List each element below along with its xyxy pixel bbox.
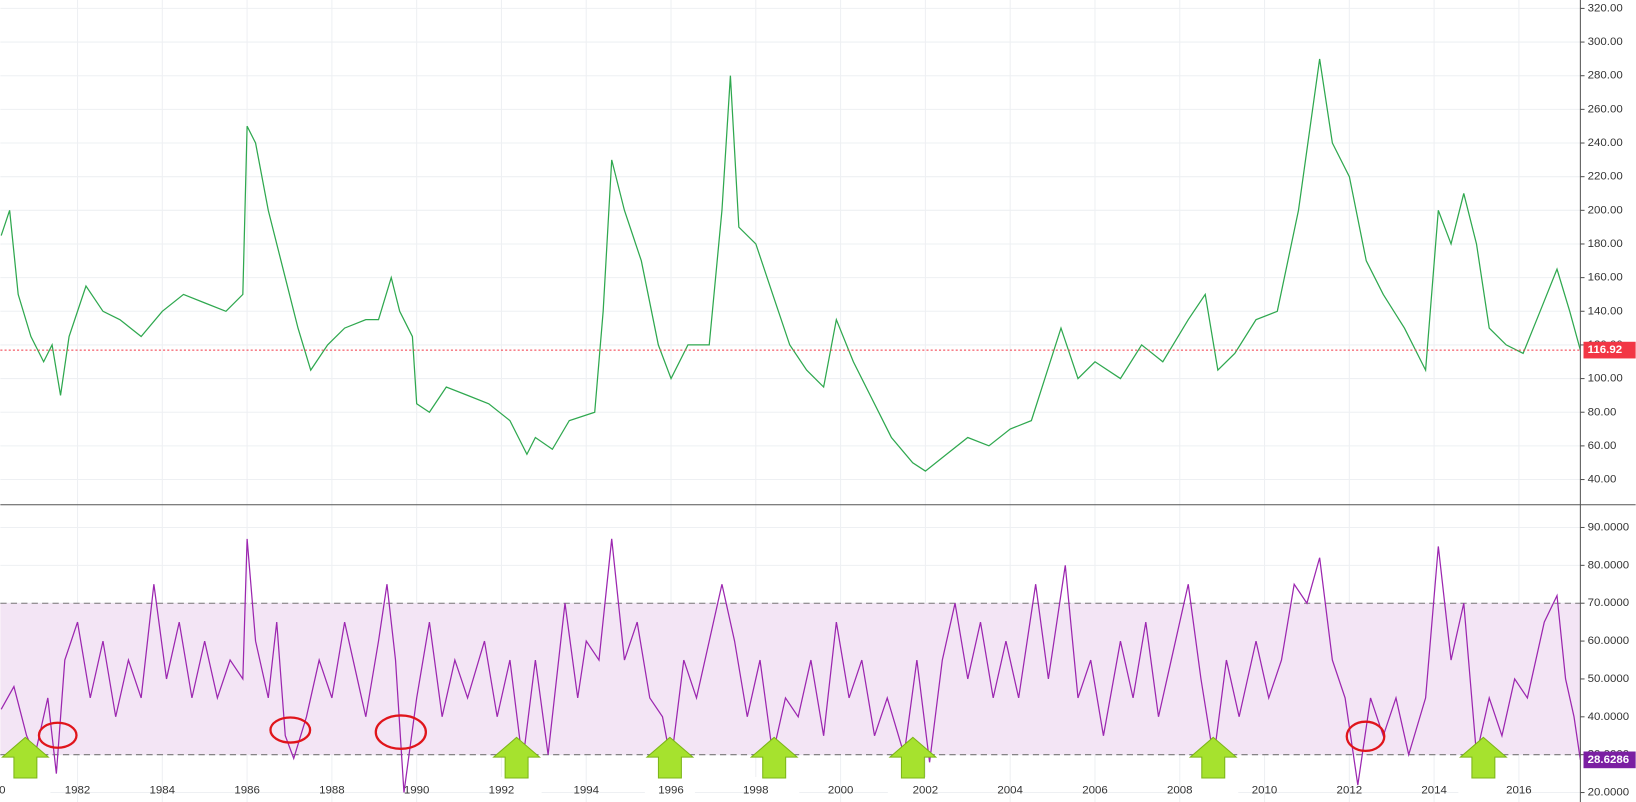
arrow-marker [492, 736, 541, 779]
series-line [0, 538, 1581, 793]
y-tick-label: 20.0000 [1588, 787, 1629, 799]
x-tick-label: 2002 [913, 785, 939, 797]
axis-background [1580, 0, 1636, 802]
last-value-label: 116.92 [1588, 344, 1622, 356]
x-tick-label: 2006 [1082, 785, 1108, 797]
y-tick-label: 50.0000 [1588, 673, 1629, 685]
arrow-marker [1, 736, 50, 779]
x-tick-label: 2016 [1506, 785, 1532, 797]
y-tick-label: 40.0000 [1588, 711, 1629, 723]
y-tick-label: 80.00 [1588, 406, 1617, 418]
y-tick-label: 100.00 [1588, 373, 1623, 385]
circle-marker [374, 714, 428, 750]
y-tick-label: 60.0000 [1588, 635, 1629, 647]
series-line [0, 58, 1581, 472]
last-value-badge [1583, 751, 1636, 769]
circle-marker [37, 721, 78, 749]
x-tick-label: 1988 [319, 785, 345, 797]
arrow-marker [1459, 736, 1508, 779]
y-tick-label: 280.00 [1588, 70, 1623, 82]
x-tick-label: 1986 [234, 785, 260, 797]
y-tick-label: 80.0000 [1588, 559, 1629, 571]
y-tick-label: 140.00 [1588, 305, 1623, 317]
label-mask [644, 776, 695, 802]
arrow-marker [749, 736, 799, 779]
arrow-marker [888, 736, 938, 779]
plot-area [0, 58, 1581, 793]
y-tick-label: 260.00 [1588, 103, 1623, 115]
y-tick-label: 320.00 [1588, 2, 1623, 14]
y-tick-label: 60.00 [1588, 440, 1617, 452]
x-tick-label: 2000 [828, 785, 854, 797]
y-tick-label: 220.00 [1588, 171, 1623, 183]
x-tick-label: 1998 [743, 785, 769, 797]
x-tick-label: 2008 [1167, 785, 1193, 797]
y-tick-label: 180.00 [1588, 238, 1623, 250]
y-tick-label: 70.0000 [1588, 597, 1629, 609]
label-mask [0, 776, 51, 802]
last-value-badge [1583, 341, 1636, 359]
label-mask [887, 776, 938, 802]
x-tick-label: 1984 [150, 785, 176, 797]
rsi-band [0, 603, 1581, 755]
arrow-marker [1188, 736, 1238, 779]
label-mask [1188, 776, 1239, 802]
y-tick-label: 240.00 [1588, 137, 1623, 149]
circle-marker [1345, 720, 1386, 753]
last-value-label: 28.6286 [1588, 754, 1629, 766]
x-tick-label: 2012 [1337, 785, 1363, 797]
x-tick-label: 2014 [1421, 785, 1447, 797]
x-tick-label: 1982 [65, 785, 91, 797]
x-tick-label: 2004 [997, 785, 1023, 797]
label-mask [1458, 776, 1509, 802]
annotations [0, 714, 1509, 802]
x-tick-label: 1996 [658, 785, 684, 797]
y-tick-label: 300.00 [1588, 36, 1623, 48]
circle-markers [37, 714, 1386, 753]
x-tick-label: 1990 [404, 785, 430, 797]
y-tick-label: 90.0000 [1588, 522, 1629, 534]
label-mask [491, 776, 542, 802]
x-tick-label: 1980 [0, 785, 5, 797]
y-tick-label: 160.00 [1588, 272, 1623, 284]
x-tick-label: 2010 [1252, 785, 1278, 797]
x-tick-label: 1994 [573, 785, 599, 797]
label-mask [749, 776, 800, 802]
x-tick-label: 1992 [489, 785, 515, 797]
circle-marker [269, 716, 312, 744]
y-tick-label: 200.00 [1588, 204, 1623, 216]
y-tick-label: 40.00 [1588, 474, 1617, 486]
arrow-marker [645, 736, 695, 779]
